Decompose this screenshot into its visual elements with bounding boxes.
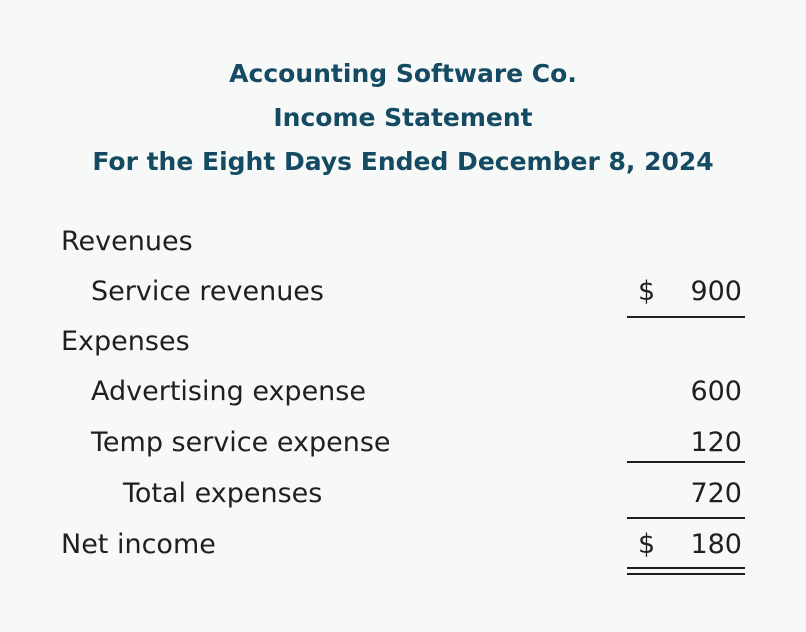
expenses-heading-row: Expenses [0, 322, 806, 362]
currency-symbol: $ [638, 529, 656, 560]
total-expenses-amount-cell: 720 [627, 474, 745, 514]
temp-service-expense-row: Temp service expense 120 [0, 423, 806, 463]
net-income-row: Net income $ 180 [0, 525, 806, 565]
statement-period: For the Eight Days Ended December 8, 202… [92, 147, 714, 176]
service-revenues-row: Service revenues $ 900 [0, 272, 806, 312]
temp-service-expense-amount: 120 [690, 427, 742, 458]
net-income-double-underline [627, 567, 745, 575]
advertising-expense-amount-cell: 600 [627, 372, 745, 412]
service-revenues-underline [627, 316, 745, 318]
net-income-amount: 180 [690, 529, 742, 560]
temp-service-expense-amount-cell: 120 [627, 423, 745, 463]
revenues-heading-row: Revenues [0, 222, 806, 262]
advertising-expense-amount: 600 [690, 376, 742, 407]
advertising-expense-row: Advertising expense 600 [0, 372, 806, 412]
expenses-heading: Expenses [61, 326, 190, 357]
net-income-amount-cell: $ 180 [627, 525, 745, 565]
statement-header: Accounting Software Co. Income Statement… [0, 56, 806, 188]
currency-symbol: $ [638, 276, 656, 307]
temp-service-expense-label: Temp service expense [91, 427, 391, 458]
total-expenses-label: Total expenses [123, 478, 323, 509]
revenues-heading: Revenues [61, 226, 193, 257]
service-revenues-amount-cell: $ 900 [627, 272, 745, 312]
company-name: Accounting Software Co. [229, 59, 577, 88]
statement-title: Income Statement [273, 103, 533, 132]
total-expenses-underline [627, 517, 745, 519]
temp-service-expense-underline [627, 461, 745, 463]
total-expenses-amount: 720 [690, 478, 742, 509]
service-revenues-amount: 900 [690, 276, 742, 307]
net-income-label: Net income [61, 529, 216, 560]
advertising-expense-label: Advertising expense [91, 376, 366, 407]
service-revenues-label: Service revenues [91, 276, 324, 307]
total-expenses-row: Total expenses 720 [0, 474, 806, 514]
